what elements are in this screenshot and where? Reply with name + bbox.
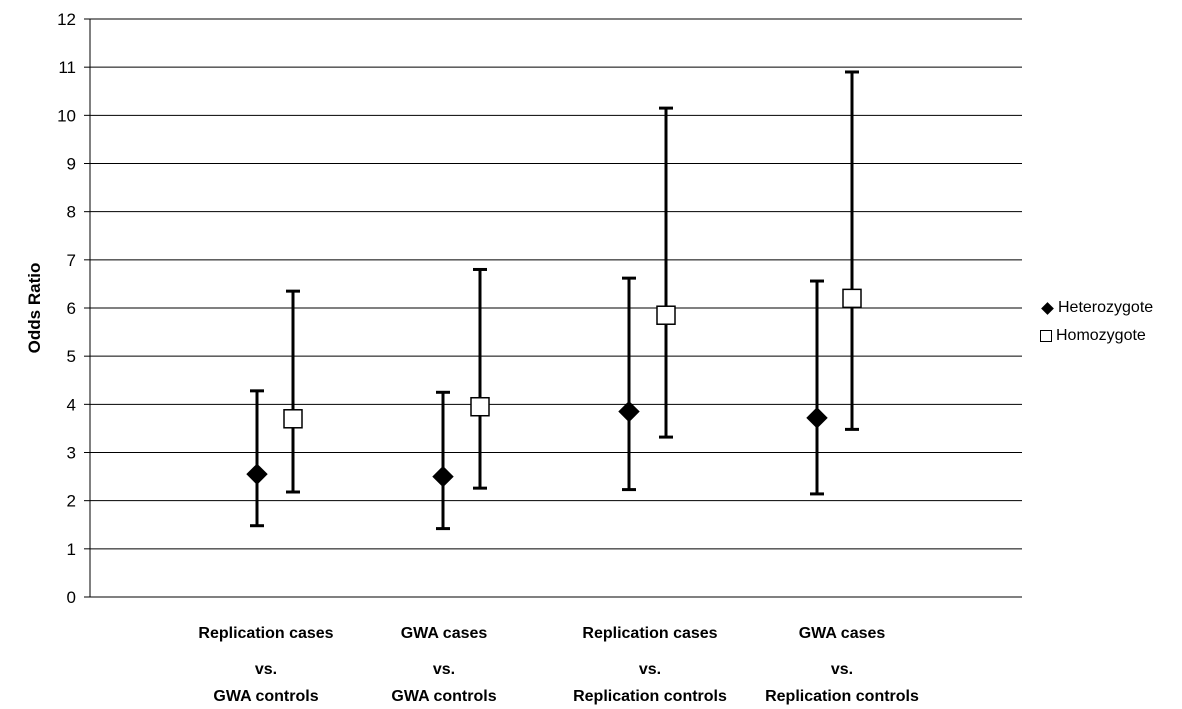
data-point-heterozygote: [806, 407, 828, 429]
x-category-label: Replication cases: [198, 625, 333, 642]
x-category-label: GWA cases: [401, 625, 488, 642]
x-category-label: GWA cases: [799, 625, 886, 642]
data-point-heterozygote: [246, 463, 268, 485]
y-tick-label: 2: [67, 492, 76, 511]
y-tick-label: 4: [67, 395, 76, 414]
legend-label-heterozygote: Heterozygote: [1058, 299, 1154, 316]
data-point-heterozygote: [432, 465, 454, 488]
square-marker-icon: [1040, 330, 1052, 342]
x-category-label: GWA controls: [213, 688, 318, 705]
y-tick-label: 0: [67, 588, 76, 607]
y-tick-label: 3: [67, 444, 76, 463]
y-tick-label: 8: [67, 203, 76, 222]
x-category-label: Replication controls: [573, 688, 727, 705]
data-point-heterozygote: [618, 400, 640, 423]
x-category-label: vs.: [255, 661, 277, 678]
y-tick-label: 7: [67, 251, 76, 270]
y-tick-label: 1: [67, 540, 76, 559]
x-category-label: GWA controls: [391, 688, 496, 705]
legend: Heterozygote Homozygote: [1040, 294, 1153, 350]
x-category-label: vs.: [433, 661, 455, 678]
data-point-homozygote: [470, 396, 490, 417]
y-tick-label: 11: [58, 58, 76, 77]
y-axis-title: Odds Ratio: [25, 263, 44, 354]
x-category-label: vs.: [639, 661, 661, 678]
x-category-label: vs.: [831, 661, 853, 678]
data-point-homozygote: [842, 288, 862, 309]
diamond-marker-icon: [1041, 301, 1054, 315]
y-tick-label: 5: [67, 347, 76, 366]
legend-item-homozygote: Homozygote: [1040, 322, 1153, 350]
legend-label-homozygote: Homozygote: [1056, 327, 1146, 344]
x-category-label: Replication cases: [582, 625, 717, 642]
y-tick-label: 12: [57, 10, 76, 29]
y-tick-label: 10: [57, 106, 76, 125]
x-category-label: Replication controls: [765, 688, 919, 705]
data-point-homozygote: [656, 305, 676, 325]
data-point-homozygote: [283, 409, 303, 429]
y-tick-label: 6: [67, 299, 76, 318]
legend-item-heterozygote: Heterozygote: [1040, 294, 1153, 322]
y-tick-label: 9: [67, 155, 76, 174]
